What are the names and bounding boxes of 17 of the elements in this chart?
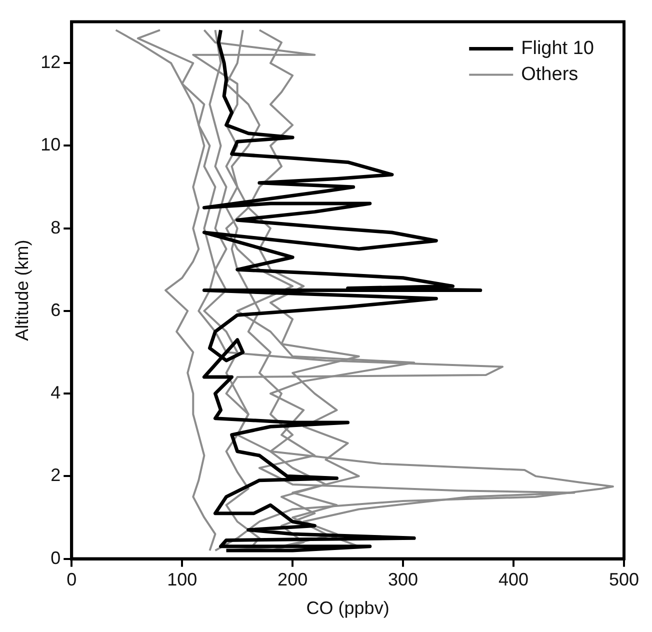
y-tick-label: 12 <box>40 52 61 72</box>
y-tick-label: 10 <box>40 134 61 155</box>
x-axis-title: CO (ppbv) <box>306 598 390 618</box>
x-tick-label: 500 <box>608 570 640 590</box>
x-tick-label: 300 <box>388 570 418 590</box>
y-tick-label: 6 <box>50 300 61 320</box>
y-tick-label: 4 <box>50 382 61 403</box>
legend-label: Flight 10 <box>521 38 594 60</box>
y-tick-label: 0 <box>50 548 61 568</box>
x-tick-label: 0 <box>66 570 77 590</box>
x-tick-label: 100 <box>167 570 198 590</box>
x-tick-label: 200 <box>278 570 308 590</box>
y-axis-title: Altitude (km) <box>12 240 32 341</box>
y-tick-label: 8 <box>50 217 61 238</box>
x-tick-label: 400 <box>498 570 529 590</box>
y-tick-label: 2 <box>50 465 61 486</box>
legend-label: Others <box>521 64 578 86</box>
